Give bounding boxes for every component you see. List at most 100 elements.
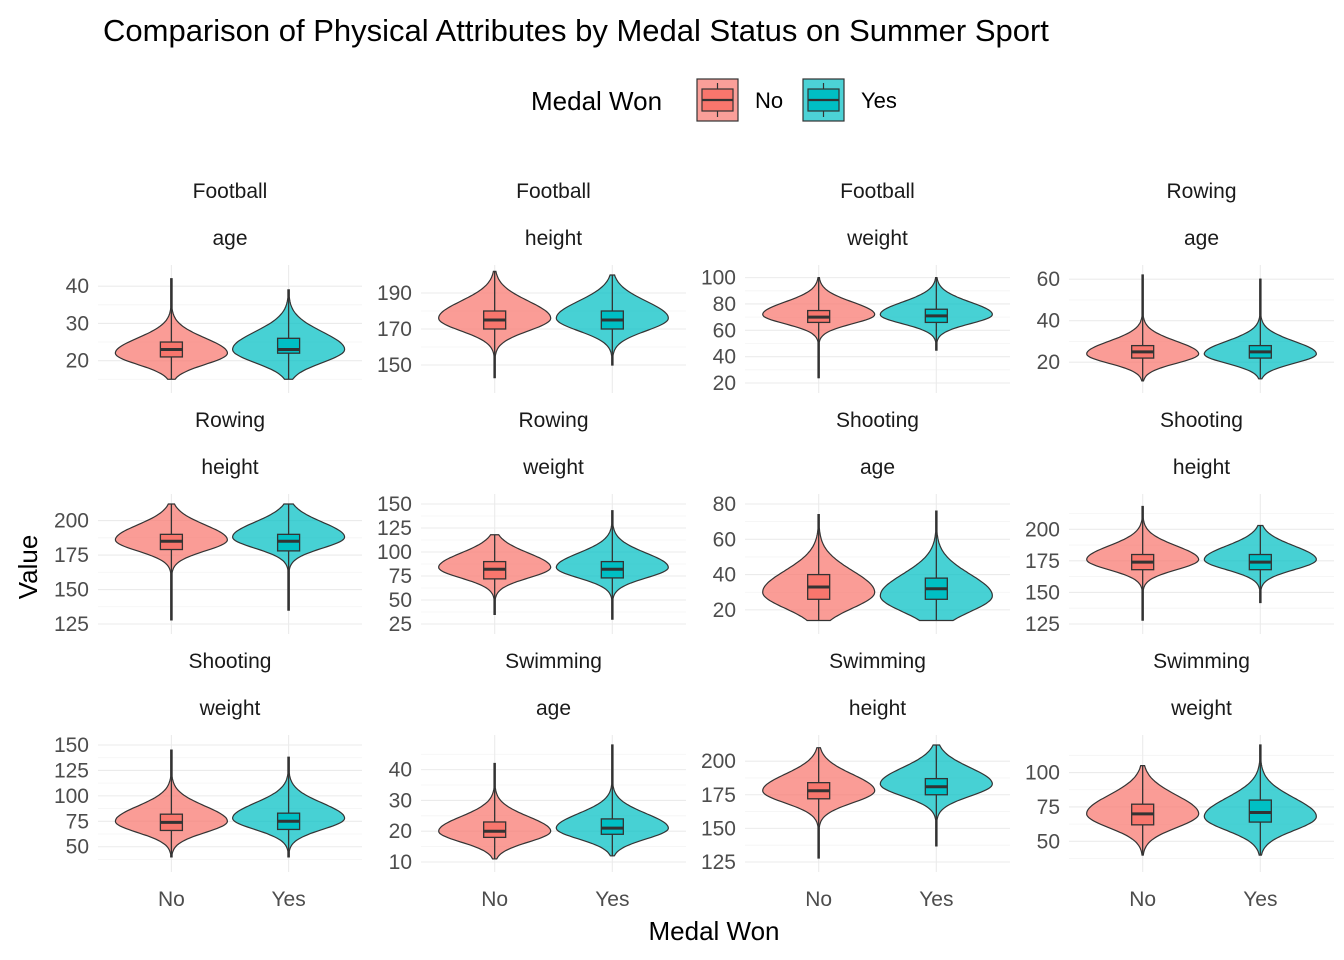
y-tick-label: 40: [713, 564, 736, 587]
facet-sport-label: Shooting: [1160, 409, 1243, 432]
facet-swimming-height: Swimming height 125 150 175 200 No Yes: [701, 650, 1010, 911]
x-tick-label: No: [158, 888, 185, 911]
facet-shooting-age: Shooting age 20 40 60 80: [713, 409, 1010, 634]
y-tick-label: 175: [701, 784, 736, 807]
y-tick-label: 20: [713, 372, 736, 395]
facet-swimming-weight: Swimming weight 50 75 100 No Yes: [1025, 650, 1334, 911]
facet-attribute-label: weight: [199, 697, 261, 720]
y-tick-label: 150: [54, 579, 89, 602]
y-tick-label: 100: [701, 267, 736, 290]
legend-label: Yes: [861, 88, 897, 113]
y-tick-label: 100: [377, 541, 412, 564]
facet-sport-label: Shooting: [836, 409, 919, 432]
y-tick-label: 125: [54, 613, 89, 636]
facet-attribute-label: weight: [846, 227, 908, 250]
facet-sport-label: Football: [516, 180, 591, 203]
violin-yes: [1203, 278, 1317, 380]
y-tick-label: 60: [713, 319, 736, 342]
x-tick-label: Yes: [1243, 888, 1277, 911]
y-tick-label: 190: [377, 282, 412, 305]
y-tick-label: 20: [389, 820, 412, 843]
violin-yes: [555, 274, 669, 366]
violin-yes: [879, 744, 993, 847]
y-tick-label: 40: [66, 275, 89, 298]
facet-attribute-label: age: [860, 456, 895, 479]
legend: Medal Won No Yes: [531, 78, 897, 122]
y-axis-title: Value: [13, 535, 43, 600]
violin-no: [114, 278, 228, 380]
facet-attribute-label: height: [201, 456, 258, 479]
y-tick-label: 175: [54, 544, 89, 567]
facet-attribute-label: height: [1173, 456, 1230, 479]
legend-item-no: No: [696, 78, 783, 122]
violin-yes: [1203, 744, 1317, 856]
y-tick-label: 80: [713, 293, 736, 316]
x-tick-label: Yes: [919, 888, 953, 911]
violin-yes: [231, 503, 346, 611]
y-tick-label: 30: [66, 312, 89, 335]
facet-rowing-age: Rowing age 20 40 60: [1037, 180, 1334, 393]
y-tick-label: 75: [66, 810, 89, 833]
y-tick-label: 125: [701, 851, 736, 874]
y-tick-label: 20: [713, 599, 736, 622]
y-tick-label: 50: [389, 589, 412, 612]
violin-no: [438, 534, 552, 615]
legend-item-yes: Yes: [802, 78, 897, 122]
y-tick-label: 50: [1037, 830, 1060, 853]
y-tick-label: 60: [1037, 268, 1060, 291]
violin-no: [762, 747, 876, 859]
violin-yes: [1203, 524, 1317, 604]
y-tick-label: 75: [389, 565, 412, 588]
violin-no: [438, 762, 552, 860]
facet-attribute-label: height: [525, 227, 582, 250]
facet-shooting-height: Shooting height 125 150 175 200: [1025, 409, 1334, 636]
x-tick-label: Yes: [595, 888, 629, 911]
facet-attribute-label: height: [849, 697, 906, 720]
y-tick-label: 125: [377, 517, 412, 540]
facet-football-weight: Football weight 20 40 60 80 100: [701, 180, 1010, 395]
facet-attribute-label: age: [536, 697, 571, 720]
legend-title: Medal Won: [531, 86, 662, 116]
y-tick-label: 75: [1037, 796, 1060, 819]
facet-grid: Football age 20 30 40 Football height 150 170 190…: [54, 180, 1334, 911]
y-tick-label: 30: [389, 789, 412, 812]
y-tick-label: 200: [54, 510, 89, 533]
facet-sport-label: Swimming: [829, 650, 926, 673]
violin-no: [114, 749, 229, 858]
facet-swimming-age: Swimming age 10 20 30 40 No Yes: [389, 650, 686, 911]
y-tick-label: 150: [701, 817, 736, 840]
facet-sport-label: Swimming: [1153, 650, 1250, 673]
facet-attribute-label: age: [1184, 227, 1219, 250]
x-tick-label: No: [481, 888, 508, 911]
y-tick-label: 20: [66, 350, 89, 373]
facet-football-age: Football age 20 30 40: [66, 180, 362, 393]
violin-no: [762, 276, 876, 379]
y-tick-label: 40: [713, 346, 736, 369]
facet-sport-label: Rowing: [195, 409, 265, 432]
violin-no: [1086, 764, 1200, 856]
chart-title: Comparison of Physical Attributes by Med…: [103, 13, 1049, 48]
y-tick-label: 200: [701, 750, 736, 773]
violin-yes: [555, 744, 669, 857]
y-tick-label: 60: [713, 528, 736, 551]
violin-no: [1086, 505, 1200, 621]
y-tick-label: 20: [1037, 351, 1060, 374]
violin-yes: [231, 756, 346, 858]
facet-attribute-label: weight: [1170, 697, 1232, 720]
y-tick-label: 150: [377, 354, 412, 377]
y-tick-label: 25: [389, 613, 412, 636]
y-tick-label: 40: [389, 759, 412, 782]
legend-label: No: [755, 88, 783, 113]
violin-yes: [879, 276, 993, 351]
y-tick-label: 80: [713, 493, 736, 516]
y-tick-label: 100: [54, 785, 89, 808]
facet-attribute-label: weight: [522, 456, 584, 479]
y-tick-label: 150: [377, 493, 412, 516]
x-tick-label: No: [805, 888, 832, 911]
y-tick-label: 50: [66, 836, 89, 859]
x-tick-label: No: [1129, 888, 1156, 911]
y-tick-label: 200: [1025, 518, 1060, 541]
